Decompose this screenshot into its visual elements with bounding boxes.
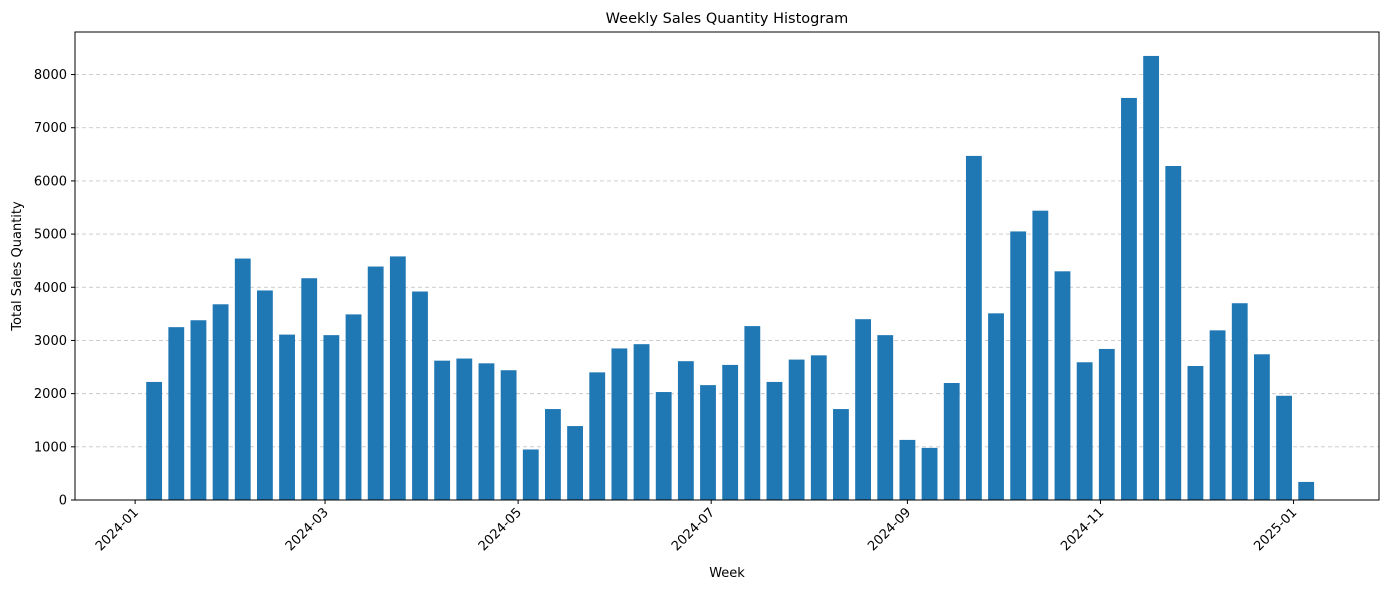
bar bbox=[722, 364, 739, 500]
bar bbox=[1054, 271, 1071, 500]
x-axis-ticks: 2024-01 2024-03 2024-05 2024-07 2024-09 2024-… bbox=[93, 500, 1300, 554]
bar bbox=[1187, 365, 1204, 500]
bar bbox=[256, 290, 273, 500]
bar bbox=[1298, 481, 1315, 500]
bar bbox=[1098, 348, 1115, 500]
bar bbox=[655, 392, 672, 500]
bar bbox=[1276, 395, 1292, 500]
bar bbox=[345, 314, 362, 500]
bar bbox=[1010, 231, 1027, 500]
bar bbox=[1032, 210, 1049, 500]
bar bbox=[1076, 362, 1093, 500]
bar bbox=[234, 258, 251, 500]
bar bbox=[1165, 166, 1182, 500]
bar bbox=[965, 155, 982, 500]
bar bbox=[412, 291, 428, 500]
bar bbox=[301, 278, 318, 500]
bar bbox=[323, 335, 340, 500]
y-tick-label: 0 bbox=[59, 494, 67, 509]
y-axis-label: Total Sales Quantity bbox=[10, 201, 25, 332]
y-tick-label: 8000 bbox=[34, 68, 67, 83]
bar bbox=[877, 335, 894, 500]
bar bbox=[1209, 330, 1226, 500]
bar bbox=[766, 381, 783, 500]
bar bbox=[456, 358, 473, 500]
bar bbox=[921, 447, 938, 500]
bar bbox=[833, 409, 849, 500]
bar bbox=[899, 439, 916, 500]
x-tick-label: 2024-05 bbox=[476, 505, 525, 554]
x-tick-label: 2024-11 bbox=[1058, 505, 1107, 554]
bar bbox=[810, 355, 827, 500]
bar bbox=[212, 304, 229, 500]
bar bbox=[522, 449, 539, 500]
y-tick-label: 3000 bbox=[34, 334, 67, 349]
y-tick-label: 6000 bbox=[34, 174, 67, 189]
bar bbox=[1253, 354, 1270, 500]
bar bbox=[279, 334, 295, 500]
y-axis-ticks: 0 1000 2000 3000 4000 5000 6000 7000 8000 bbox=[34, 68, 75, 509]
bar bbox=[700, 385, 716, 500]
bar bbox=[589, 372, 606, 500]
bar bbox=[146, 381, 163, 500]
y-tick-label: 7000 bbox=[34, 121, 67, 136]
bar bbox=[567, 426, 583, 500]
bar bbox=[434, 360, 451, 500]
bar bbox=[478, 363, 495, 500]
bar bbox=[943, 383, 960, 500]
x-tick-label: 2024-01 bbox=[93, 505, 142, 554]
x-tick-label: 2024-03 bbox=[283, 505, 332, 554]
x-tick-label: 2024-07 bbox=[669, 505, 718, 554]
bar bbox=[367, 266, 384, 500]
bar bbox=[788, 359, 805, 500]
bars bbox=[146, 55, 1315, 500]
x-axis-label: Week bbox=[709, 566, 745, 581]
bar bbox=[190, 320, 207, 500]
x-tick-label: 2025-01 bbox=[1251, 505, 1300, 554]
plot-frame bbox=[74, 31, 1380, 501]
bar bbox=[744, 326, 761, 500]
bar bbox=[545, 409, 561, 500]
bar bbox=[633, 344, 650, 500]
y-tick-label: 4000 bbox=[34, 281, 67, 296]
y-tick-label: 2000 bbox=[34, 387, 67, 402]
bar bbox=[611, 348, 628, 500]
bar bbox=[168, 327, 185, 500]
bar bbox=[500, 370, 517, 500]
chart-title: Weekly Sales Quantity Histogram bbox=[606, 11, 849, 27]
bar bbox=[855, 319, 872, 500]
bar bbox=[677, 361, 694, 500]
bar bbox=[988, 313, 1004, 500]
bar bbox=[389, 256, 406, 500]
bar bbox=[1231, 303, 1248, 500]
y-tick-label: 1000 bbox=[34, 440, 67, 455]
bar bbox=[1121, 97, 1137, 500]
x-tick-label: 2024-09 bbox=[865, 505, 914, 554]
bar bbox=[1143, 55, 1160, 500]
y-tick-label: 5000 bbox=[34, 228, 67, 243]
